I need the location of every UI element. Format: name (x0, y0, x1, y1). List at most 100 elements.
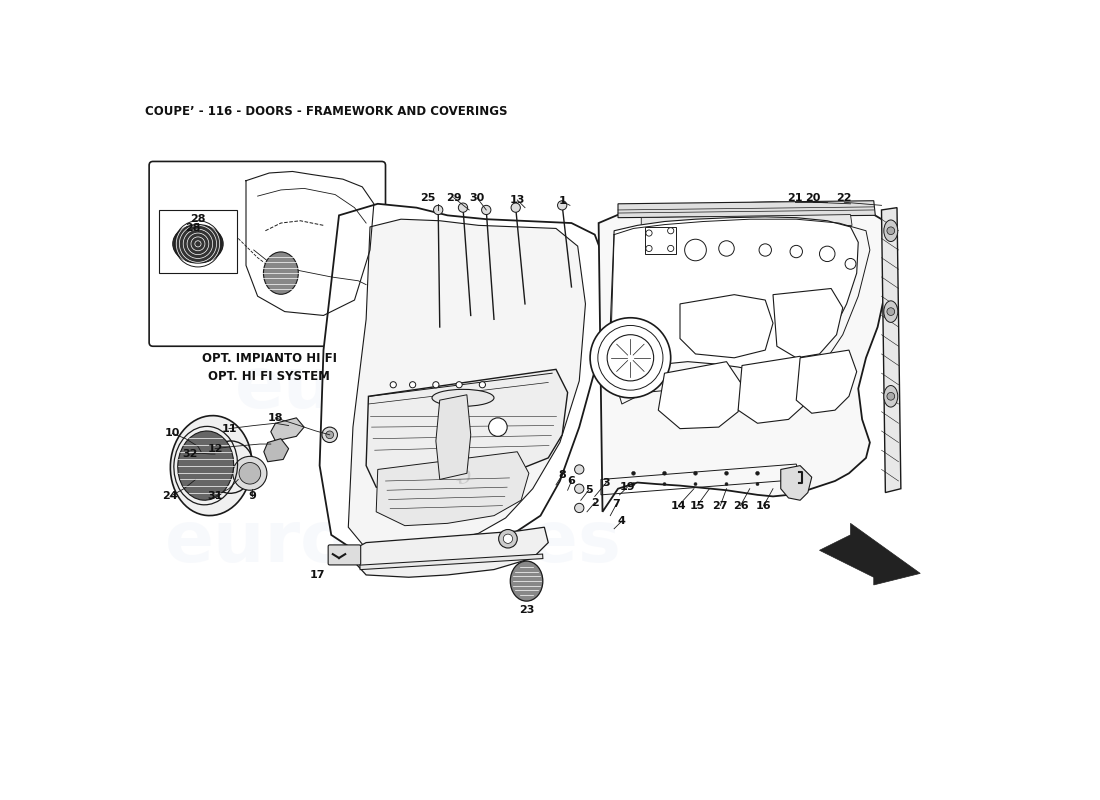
Text: 12: 12 (207, 444, 222, 454)
Ellipse shape (173, 225, 223, 263)
Polygon shape (796, 350, 857, 414)
Ellipse shape (211, 446, 250, 489)
Circle shape (432, 382, 439, 388)
Text: 21: 21 (786, 193, 803, 202)
Text: ℨ: ℨ (455, 462, 471, 486)
Ellipse shape (510, 561, 542, 601)
Text: 30: 30 (470, 193, 485, 202)
Circle shape (845, 258, 856, 270)
Text: 1: 1 (559, 197, 566, 206)
Text: OPT. IMPIANTO HI FI
OPT. HI FI SYSTEM: OPT. IMPIANTO HI FI OPT. HI FI SYSTEM (201, 352, 337, 382)
Text: 20: 20 (805, 193, 821, 202)
Circle shape (684, 239, 706, 261)
Text: 8: 8 (559, 470, 566, 480)
Text: 26: 26 (733, 501, 748, 510)
Text: 14: 14 (671, 501, 686, 510)
Circle shape (233, 456, 267, 490)
Polygon shape (598, 202, 889, 512)
Circle shape (759, 244, 771, 256)
Circle shape (887, 393, 894, 400)
Circle shape (322, 427, 338, 442)
FancyBboxPatch shape (150, 162, 385, 346)
Ellipse shape (432, 390, 494, 406)
Circle shape (409, 382, 416, 388)
Circle shape (480, 382, 485, 388)
Polygon shape (658, 362, 742, 429)
Text: 23: 23 (519, 606, 535, 615)
Ellipse shape (883, 220, 898, 242)
Circle shape (631, 471, 636, 475)
Polygon shape (211, 452, 229, 468)
Text: 5: 5 (585, 486, 593, 495)
Ellipse shape (883, 386, 898, 407)
Text: 27: 27 (713, 501, 728, 510)
Circle shape (631, 482, 635, 486)
Circle shape (668, 246, 674, 251)
Polygon shape (738, 356, 812, 423)
Polygon shape (820, 523, 921, 585)
Polygon shape (618, 201, 876, 218)
Circle shape (790, 246, 803, 258)
Text: 17: 17 (309, 570, 326, 580)
Text: 31: 31 (207, 491, 222, 502)
Text: 11: 11 (221, 424, 236, 434)
Text: 6: 6 (568, 476, 575, 486)
Polygon shape (351, 527, 548, 578)
Polygon shape (436, 394, 471, 479)
Circle shape (512, 203, 520, 212)
Circle shape (574, 465, 584, 474)
Text: 32: 32 (183, 449, 198, 459)
Circle shape (662, 471, 667, 475)
Circle shape (694, 471, 697, 475)
Circle shape (725, 471, 728, 475)
Circle shape (574, 503, 584, 513)
Circle shape (326, 431, 333, 438)
Circle shape (725, 482, 728, 486)
Ellipse shape (178, 431, 233, 500)
Circle shape (607, 334, 653, 381)
Circle shape (558, 201, 566, 210)
Text: 10: 10 (165, 428, 180, 438)
Circle shape (663, 482, 666, 486)
Circle shape (756, 471, 759, 475)
Polygon shape (773, 289, 843, 358)
Circle shape (668, 228, 674, 234)
Circle shape (646, 230, 652, 236)
Text: 2: 2 (591, 498, 598, 507)
Circle shape (590, 318, 671, 398)
Text: 7: 7 (613, 499, 620, 509)
Text: 29: 29 (446, 193, 462, 202)
Text: 3: 3 (603, 478, 611, 487)
Text: 28: 28 (186, 223, 201, 234)
Polygon shape (610, 217, 858, 381)
Ellipse shape (170, 416, 252, 515)
Polygon shape (320, 204, 606, 558)
Circle shape (786, 471, 791, 475)
Circle shape (574, 484, 584, 494)
Polygon shape (264, 438, 288, 462)
Text: eurospares: eurospares (165, 508, 622, 577)
Polygon shape (680, 294, 773, 358)
Text: eurospares: eurospares (234, 354, 692, 423)
Circle shape (239, 462, 261, 484)
Text: COUPE’ - 116 - DOORS - FRAMEWORK AND COVERINGS: COUPE’ - 116 - DOORS - FRAMEWORK AND COV… (145, 106, 508, 118)
FancyBboxPatch shape (328, 545, 361, 565)
Circle shape (498, 530, 517, 548)
Text: 13: 13 (509, 195, 525, 205)
Circle shape (646, 246, 652, 251)
Circle shape (456, 382, 462, 388)
Polygon shape (366, 370, 568, 490)
Circle shape (488, 418, 507, 436)
Ellipse shape (883, 301, 898, 322)
Ellipse shape (263, 252, 298, 294)
Circle shape (433, 206, 443, 214)
Circle shape (390, 382, 396, 388)
Text: 18: 18 (267, 413, 283, 423)
Text: 28: 28 (190, 214, 206, 224)
Polygon shape (645, 227, 676, 254)
Circle shape (694, 482, 697, 486)
Circle shape (887, 308, 894, 315)
Circle shape (887, 227, 894, 234)
FancyBboxPatch shape (160, 210, 236, 273)
Polygon shape (376, 452, 529, 526)
